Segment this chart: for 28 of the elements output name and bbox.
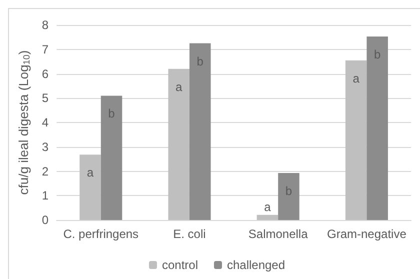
bar bbox=[366, 36, 388, 220]
bar bbox=[278, 172, 300, 220]
x-tick-label: E. coli bbox=[173, 227, 206, 241]
y-tick-label: 7 bbox=[42, 42, 49, 56]
bar bbox=[256, 214, 278, 220]
y-tick-label: 0 bbox=[42, 213, 49, 227]
data-label: a bbox=[352, 71, 360, 86]
legend-label: challenged bbox=[226, 258, 286, 272]
bar bbox=[168, 68, 190, 220]
x-tick-label: C. perfringens bbox=[63, 227, 139, 241]
y-tick-label: 4 bbox=[42, 116, 49, 130]
x-tick-label: Salmonella bbox=[248, 227, 308, 241]
bar bbox=[80, 154, 101, 220]
y-tick-label: 8 bbox=[42, 18, 49, 32]
bar bbox=[189, 43, 211, 220]
y-axis-title: cfu/g ileal digesta (Log10) bbox=[16, 50, 32, 195]
data-label: a bbox=[86, 166, 94, 180]
data-label: a bbox=[264, 200, 272, 214]
legend-label: control bbox=[162, 258, 198, 272]
y-tick-label: 6 bbox=[42, 66, 49, 81]
y-tick-label: 2 bbox=[42, 164, 49, 178]
bar bbox=[345, 60, 367, 220]
y-tick-label: 3 bbox=[42, 140, 49, 154]
y-tick-label: 1 bbox=[42, 188, 49, 203]
bar bbox=[100, 96, 122, 220]
data-label: a bbox=[176, 80, 183, 94]
x-tick-label: Gram-negative bbox=[327, 227, 407, 241]
y-tick-label: 5 bbox=[42, 91, 49, 106]
